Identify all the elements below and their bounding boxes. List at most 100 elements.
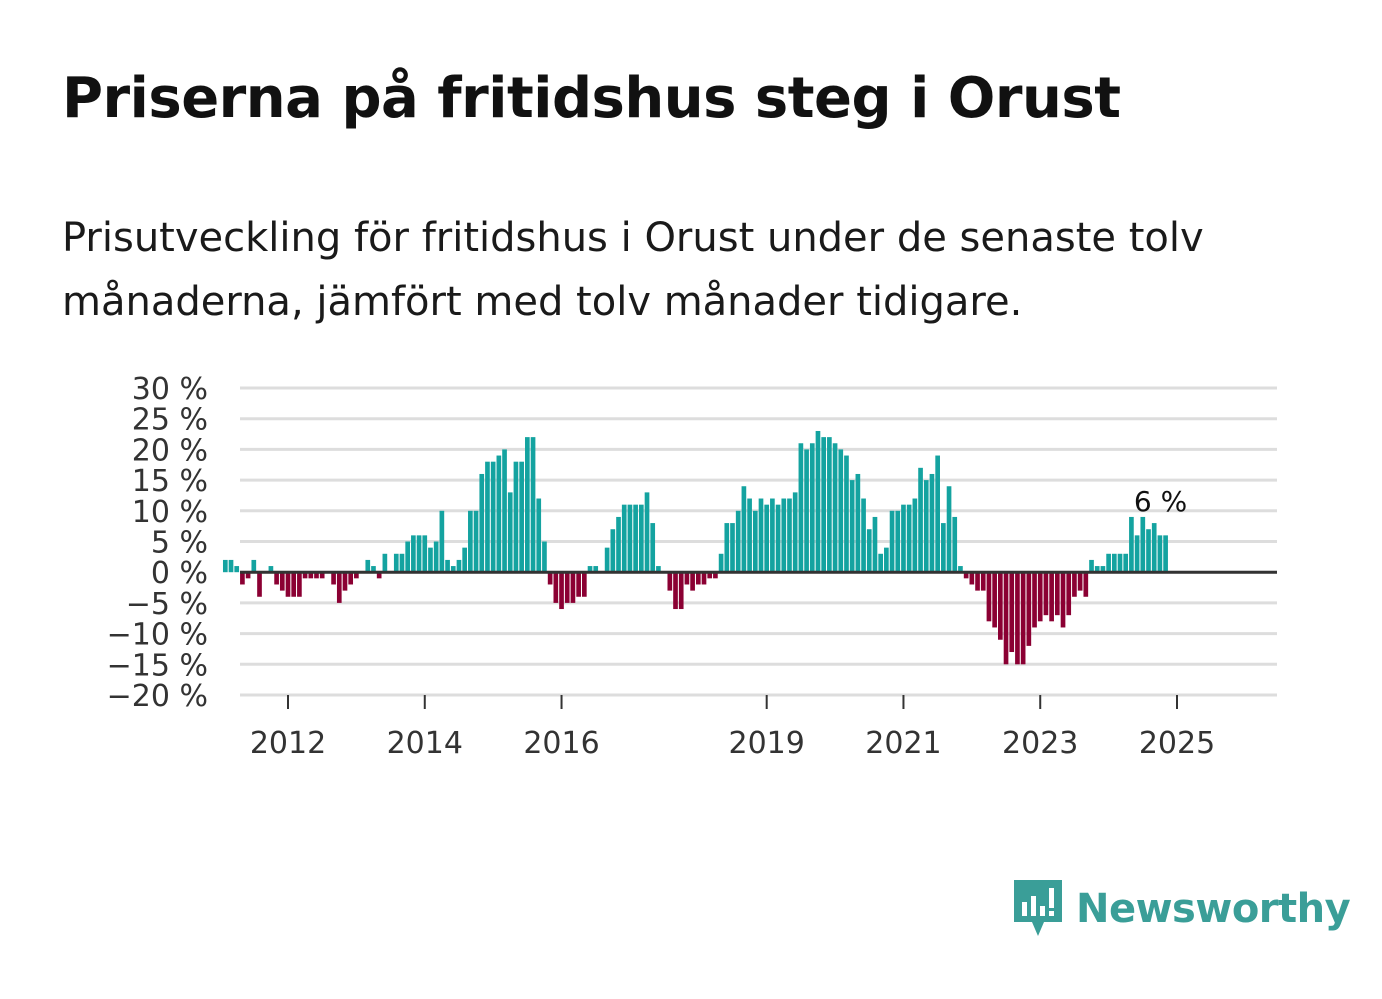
bar: [713, 572, 718, 579]
bar: [701, 572, 707, 585]
bar: [291, 572, 297, 597]
bar: [331, 572, 336, 585]
chart-subtitle: Prisutveckling för fritidshus i Orust un…: [62, 215, 1204, 325]
bar: [279, 572, 285, 591]
bar: [1032, 572, 1037, 628]
bar: [308, 572, 314, 579]
bar: [234, 566, 240, 573]
bar: [570, 572, 576, 603]
bar: [1094, 566, 1100, 573]
bar: [1106, 553, 1111, 573]
y-tick-label: 5 %: [151, 526, 208, 561]
bar: [1015, 572, 1020, 665]
bar: [536, 498, 542, 573]
bar: [445, 559, 450, 573]
bars: [222, 430, 1168, 665]
bar: [257, 572, 262, 597]
bar: [1123, 553, 1129, 573]
bar: [576, 572, 581, 597]
bar: [986, 572, 992, 622]
bar: [547, 572, 553, 585]
bar: [775, 504, 781, 573]
bar: [1157, 535, 1163, 573]
grid-lines: [240, 386, 1277, 697]
bar: [638, 504, 644, 573]
bar: [855, 473, 861, 573]
bar: [690, 572, 695, 591]
bar: [251, 559, 257, 573]
bar: [946, 486, 952, 573]
y-tick-label: 10 %: [132, 495, 208, 530]
bar: [764, 504, 770, 573]
bar: [525, 437, 530, 573]
bar: [496, 455, 502, 573]
bar: [302, 572, 308, 579]
bar: [650, 523, 656, 573]
bar: [542, 541, 547, 573]
bar: [792, 492, 798, 573]
bar: [941, 523, 946, 573]
bar: [1003, 572, 1009, 665]
bar: [912, 498, 918, 573]
bar: [422, 535, 428, 573]
bar: [593, 566, 599, 573]
y-tick-label: 20 %: [132, 433, 208, 468]
bar: [895, 510, 901, 573]
x-tick-label: 2016: [523, 726, 599, 761]
bar: [1054, 572, 1060, 616]
bar: [718, 553, 724, 573]
x-tick-label: 2019: [729, 726, 805, 761]
bar: [804, 449, 809, 573]
bar: [724, 523, 730, 573]
bar: [513, 461, 519, 573]
x-tick-label: 2012: [250, 726, 326, 761]
bar: [268, 566, 274, 573]
bar: [884, 547, 889, 573]
bar: [849, 480, 855, 573]
bar: [1026, 572, 1032, 646]
y-tick-label: 15 %: [132, 464, 208, 499]
bar: [502, 449, 507, 573]
bar: [1049, 572, 1054, 622]
y-tick-label: −20 %: [107, 679, 208, 714]
y-axis-ticks: −20 %−15 %−10 %−5 %0 %5 %10 %15 %20 %25 …: [107, 372, 208, 714]
bar: [952, 516, 958, 573]
newsworthy-logo[interactable]: Newsworthy: [1010, 878, 1351, 940]
bar: [906, 504, 912, 573]
bar: [1134, 535, 1140, 573]
y-tick-label: 0 %: [151, 556, 208, 591]
bar: [1146, 529, 1151, 573]
bar: [621, 504, 627, 573]
bar: [456, 559, 462, 573]
bar: [1072, 572, 1077, 597]
newsworthy-logo-icon: [1014, 880, 1062, 936]
bar: [240, 572, 245, 585]
bar: [559, 572, 564, 610]
bar: [798, 443, 804, 573]
bar: [787, 498, 792, 573]
bar: [1060, 572, 1066, 628]
bar: [365, 559, 371, 573]
bar: [747, 498, 752, 573]
bar: [730, 523, 735, 573]
bar: [1020, 572, 1026, 665]
bar: [827, 437, 832, 573]
bar-chart: −20 %−15 %−10 %−5 %0 %5 %10 %15 %20 %25 …: [107, 372, 1277, 761]
bar: [963, 572, 969, 579]
bar: [770, 498, 775, 573]
bar: [616, 516, 621, 573]
bar: [1163, 535, 1168, 573]
bar: [1037, 572, 1043, 622]
bar: [428, 547, 433, 573]
bar: [1129, 516, 1134, 573]
x-tick-label: 2025: [1139, 726, 1215, 761]
bar: [633, 504, 638, 573]
bar: [1117, 553, 1123, 573]
bar: [684, 572, 690, 585]
bar: [314, 572, 319, 579]
bar: [741, 486, 747, 573]
bar: [564, 572, 570, 603]
bar: [872, 516, 878, 573]
bar: [468, 510, 473, 573]
y-tick-label: 25 %: [132, 403, 208, 438]
